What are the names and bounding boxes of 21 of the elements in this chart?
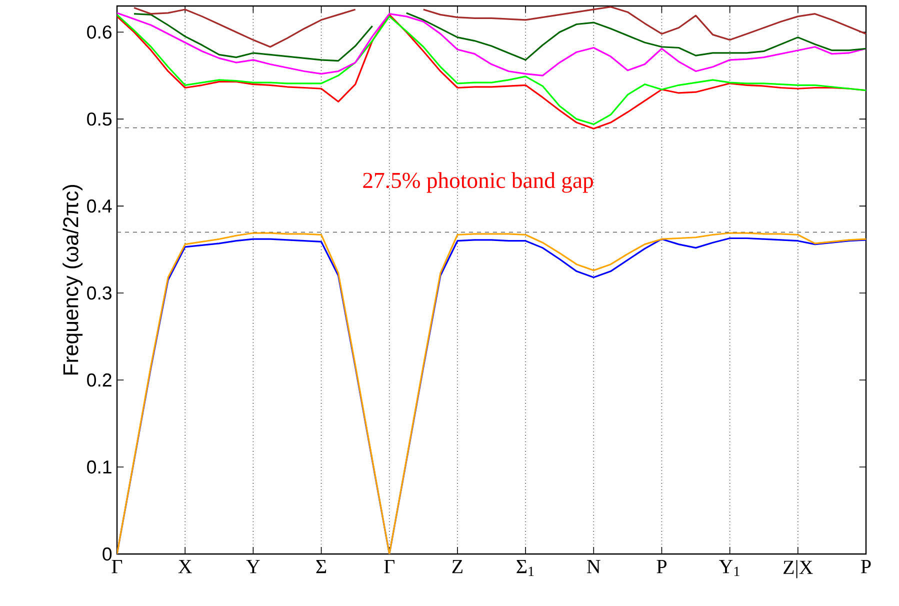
x-tick-label: P — [656, 560, 666, 574]
x-tick-label: Z — [452, 560, 462, 574]
x-tick-label: Σ — [316, 560, 326, 574]
x-tick-label: Y — [246, 560, 260, 574]
x-tick-label: Z|X — [784, 560, 813, 578]
x-tick-label: N — [587, 560, 600, 574]
x-tick-label: Γ — [112, 560, 122, 574]
x-tick-label: P — [861, 560, 871, 574]
y-tick-label: 0.2 — [87, 373, 112, 387]
x-tick-label: Γ — [384, 560, 395, 574]
y-axis-title: Frequency (ωa/2πc) — [62, 185, 83, 375]
y-tick-label: 0.1 — [87, 460, 112, 474]
y-tick-label: 0.4 — [87, 199, 112, 213]
x-tick-label: X — [178, 560, 192, 574]
x-tick-label: Y$_{1}$ — [718, 560, 740, 576]
y-tick-label: 0.5 — [87, 112, 112, 126]
annotation: 27.5% photonic band gap — [363, 172, 593, 193]
y-tick-label: 0.6 — [87, 25, 112, 39]
x-tick-label: Σ$_{1}$ — [516, 560, 534, 576]
y-tick-label: 0 — [102, 547, 112, 561]
y-tick-label: 0.3 — [87, 286, 112, 300]
